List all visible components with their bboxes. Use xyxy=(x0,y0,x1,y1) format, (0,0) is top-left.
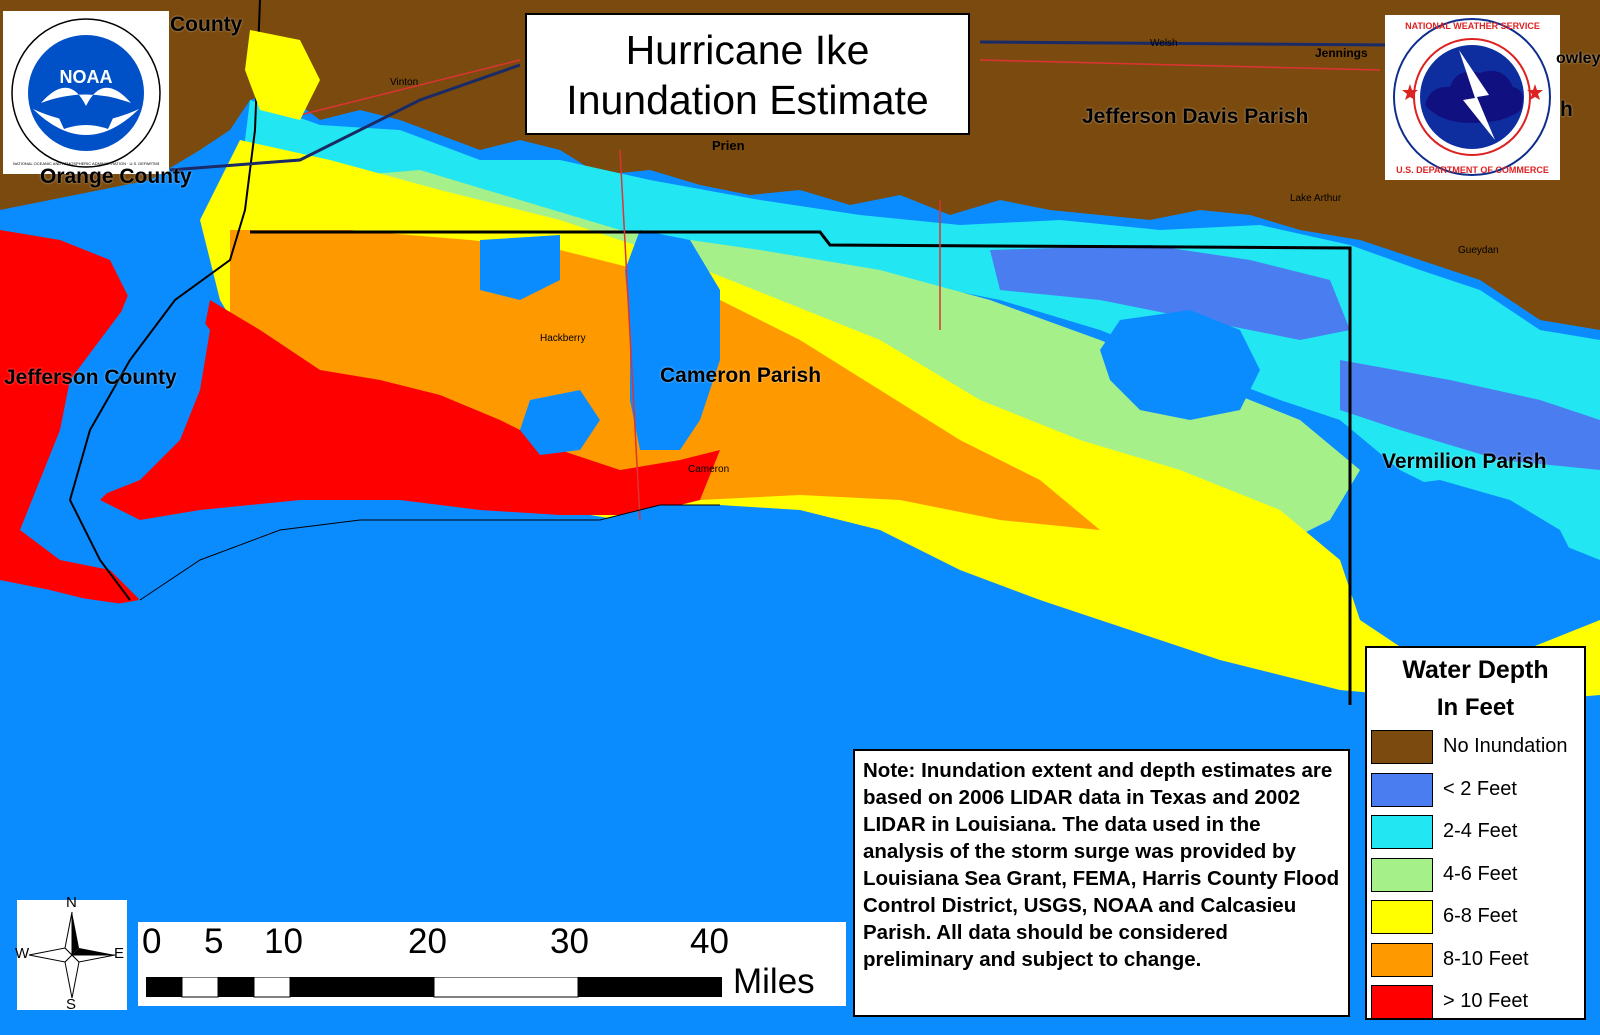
noaa-logo-icon: NOAA NATIONAL OCEANIC AND ATMOSPHERIC AD… xyxy=(3,11,169,174)
label-parish-partial: h xyxy=(1560,98,1573,121)
calcasieu-lake xyxy=(625,230,720,450)
town-lake-arthur: Lake Arthur xyxy=(1290,193,1342,204)
label-orange-county: Orange County xyxy=(40,165,192,188)
legend-swatch xyxy=(1371,730,1433,764)
interstate-10 xyxy=(169,40,1391,172)
compass-s: S xyxy=(66,996,77,1013)
county-boundary xyxy=(68,0,261,601)
label-county-partial: County xyxy=(170,13,243,36)
shoreline xyxy=(139,504,720,601)
town-gueydan: Gueydan xyxy=(1458,245,1499,256)
black-lake xyxy=(520,390,600,455)
marsh-north xyxy=(245,30,320,120)
label-rowley-partial: owley xyxy=(1556,50,1600,67)
legend-label: 4-6 Feet xyxy=(1443,862,1518,885)
zone-under-2-east xyxy=(1340,360,1600,470)
nws-ring-bottom: U.S. DEPARTMENT OF COMMERCE xyxy=(1396,165,1549,175)
legend-swatch xyxy=(1371,772,1433,807)
scale-tick-label: 0 xyxy=(142,922,162,961)
scale-tick-label: 30 xyxy=(550,922,589,961)
noaa-emblem-text: NOAA xyxy=(59,67,113,87)
map-title: Hurricane Ike Inundation Estimate xyxy=(525,13,970,135)
legend: Water Depth In Feet No Inundation < 2 Fee… xyxy=(1365,646,1586,1020)
town-vinton: Vinton xyxy=(390,77,419,88)
label-cameron-parish: Cameron Parish xyxy=(660,364,822,387)
legend-label: > 10 Feet xyxy=(1443,990,1529,1012)
scale-tick-label: 10 xyxy=(264,922,303,961)
grand-lake xyxy=(1100,310,1260,420)
scale-bar-graphic xyxy=(146,977,722,998)
scale-tick-label: 40 xyxy=(690,922,729,961)
legend-swatch xyxy=(1371,985,1433,1019)
town-hackberry: Hackberry xyxy=(540,333,586,344)
label-vermilion-parish: Vermilion Parish xyxy=(1382,450,1547,473)
legend-title: Water Depth xyxy=(1402,656,1549,684)
scale-tick-label: 20 xyxy=(408,922,447,961)
town-cameron: Cameron xyxy=(688,464,730,475)
parish-boundary xyxy=(250,230,1352,705)
town-welsh: Welsh xyxy=(1150,38,1178,49)
scale-tick-label: 5 xyxy=(204,922,224,961)
zone-over-10 xyxy=(0,230,140,605)
zone-over-10-central xyxy=(100,300,720,520)
white-lake xyxy=(1345,480,1580,615)
nws-logo-icon: NATIONAL WEATHER SERVICE U.S. DEPARTMENT… xyxy=(1385,15,1560,180)
legend-label: 6-8 Feet xyxy=(1443,905,1518,927)
label-jefferson-county: Jefferson County xyxy=(4,366,177,389)
lake-patch xyxy=(480,235,560,300)
nws-ring-top: NATIONAL WEATHER SERVICE xyxy=(1405,21,1540,31)
legend-swatch xyxy=(1371,857,1433,892)
legend-swatch xyxy=(1371,942,1433,977)
legend-label: No Inundation xyxy=(1443,735,1568,757)
legend-label: 8-10 Feet xyxy=(1443,947,1529,970)
roads xyxy=(299,59,1381,521)
compass-w: W xyxy=(15,945,30,962)
nws-emblem-icon xyxy=(1393,18,1551,176)
scale-unit: Miles xyxy=(733,962,815,1001)
compass-e: E xyxy=(114,945,125,962)
town-jennings: Jennings xyxy=(1315,46,1368,60)
legend-swatch xyxy=(1371,815,1433,849)
title-line-2: Inundation Estimate xyxy=(566,77,929,123)
dry-land xyxy=(0,0,1600,330)
label-jefferson-davis-parish: Jefferson Davis Parish xyxy=(1082,105,1309,128)
legend-label: 2-4 Feet xyxy=(1443,820,1518,842)
sabine-lake xyxy=(50,290,210,510)
noaa-emblem-icon xyxy=(11,18,161,168)
town-prien: Prien xyxy=(712,138,745,153)
data-source-note: Note: Inundation extent and depth estima… xyxy=(853,749,1350,1017)
compass-star-icon xyxy=(28,911,116,999)
title-line-1: Hurricane Ike xyxy=(625,27,870,73)
compass-rose-icon: N S W E xyxy=(15,894,127,1013)
legend-subtitle: In Feet xyxy=(1436,694,1515,721)
zone-under-2 xyxy=(990,245,1350,340)
noaa-ring-text: NATIONAL OCEANIC AND ATMOSPHERIC ADMINIS… xyxy=(13,161,159,166)
compass-n: N xyxy=(66,894,77,911)
zone-2-4 xyxy=(240,100,1600,560)
legend-swatch xyxy=(1371,900,1433,934)
scale-bar: 0 5 10 20 30 40 Miles xyxy=(138,922,846,1006)
legend-label: < 2 Feet xyxy=(1443,777,1517,800)
